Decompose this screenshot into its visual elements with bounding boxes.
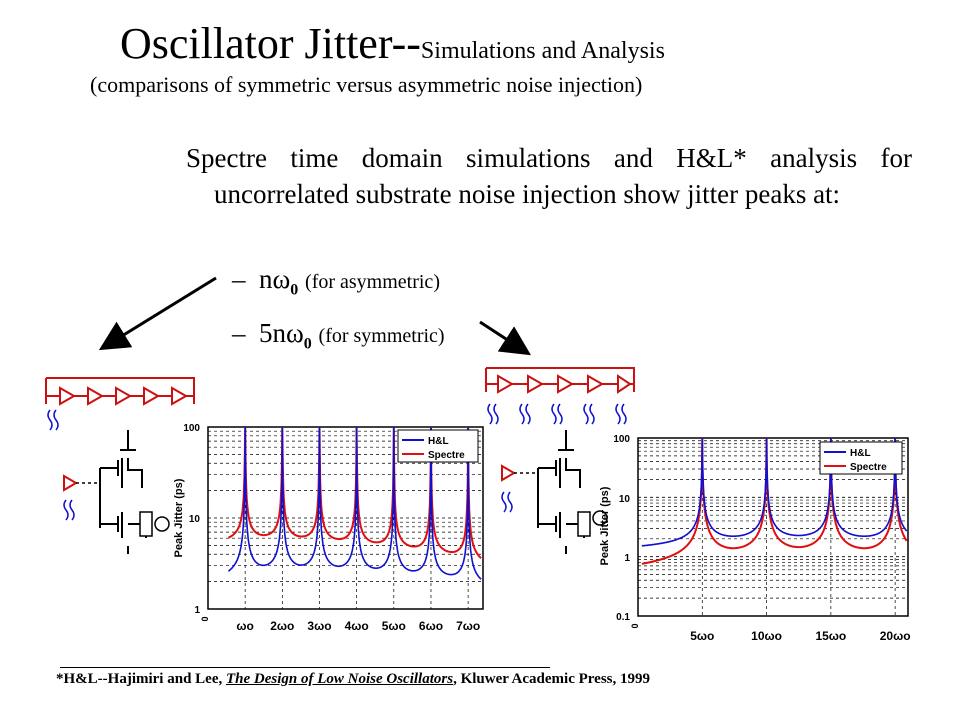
x-tick-label: ωo [236,619,253,633]
bullet-dash: – [232,264,246,294]
bullet-term: 5nω [259,318,304,348]
inverter-chain [486,374,634,394]
arrow-left [98,276,217,351]
noise-sources-icon [487,403,627,425]
series-spectre [641,437,908,565]
bullet-dash: – [232,318,246,348]
inverter-chain [46,386,194,406]
x-tick-label: 5ωo [382,619,406,633]
y-tick-label: 10 [189,514,201,525]
transistor-schematic-left [63,430,170,554]
body-paragraph: Spectre time domain simulations and H&L*… [186,143,912,209]
bullet-subscript: 0 [303,335,312,353]
plot-frame [207,426,484,610]
footnote-authors: *H&L--Hajimiri and Lee, [56,671,226,687]
legend-label-hl: H&L [850,448,871,459]
ring-oscillator-asymmetric [45,377,195,431]
legend-label-spectre: Spectre [850,462,887,473]
series-hl [228,426,482,580]
x-tick-label: 5ωo [690,629,714,643]
y-axis-label: Peak Jitter (ps) [599,486,611,565]
footnote-publisher: , Kluwer Academic Press, 1999 [453,671,650,687]
bullet-asymmetric: – nω0 (for asymmetric) [232,264,440,299]
y-tick-label: 100 [613,434,630,445]
title-suffix: Simulations and Analysis [420,38,665,64]
x-tick-labels: 5ωo 10ωo 15ωo 20ωo [690,629,910,643]
page-subtitle: (comparisons of symmetric versus asymmet… [90,72,643,97]
bullet-symmetric: – 5nω0 (for symmetric) [232,318,445,353]
series-spectre [227,426,482,559]
x-tick-label: 7ωo [456,619,480,633]
footnote-rule [60,667,550,668]
transistor-schematic-right [501,430,608,554]
chart-legend: H&L Spectre [819,441,903,475]
plot-frame [637,437,909,617]
footnote: *H&L--Hajimiri and Lee, The Design of Lo… [56,671,650,688]
y-axis-label: Peak Jitter (ps) [173,478,185,557]
x-tick-label: 3ωo [307,619,331,633]
x-tick-zero: 0 [200,616,210,621]
legend-label-hl: H&L [428,436,449,447]
x-tick-label: 2ωo [270,619,294,633]
page-title: Oscillator Jitter--Simulations and Analy… [120,18,665,69]
y-tick-label: 1 [194,605,200,616]
chart-legend: H&L Spectre [397,429,479,463]
title-main: Oscillator Jitter-- [120,19,421,68]
x-tick-zero: 0 [630,623,640,628]
ring-oscillator-symmetric [485,367,635,425]
y-tick-label: 100 [183,423,200,434]
x-tick-label: 4ωo [345,619,369,633]
bullet-note: (for symmetric) [318,325,445,347]
chart-symmetric: Peak Jitter (ps) 0.1 1 10 100 0 5ωo 10ωo 1… [599,434,911,643]
x-tick-label: 15ωo [815,629,846,643]
arrow-right [479,320,532,356]
y-tick-label: 1 [624,553,630,564]
y-tick-label: 10 [619,494,631,505]
noise-source-icon [47,409,59,431]
y-tick-label: 0.1 [616,612,630,623]
x-tick-labels: ωo 2ωo 3ωo 4ωo 5ωo 6ωo 7ωo [236,619,480,633]
bullet-note: (for asymmetric) [305,271,440,293]
series-hl [641,437,908,547]
bullet-term: nω [259,264,291,294]
x-tick-label: 10ωo [751,629,782,643]
chart-asymmetric: Peak Jitter (ps) 1 10 100 0 ωo 2ωo 3ωo 4ωo 5… [173,423,484,633]
bullet-subscript: 0 [290,281,299,299]
footnote-book-title: The Design of Low Noise Oscillators [225,671,454,687]
x-tick-label: 20ωo [880,629,911,643]
legend-label-spectre: Spectre [428,450,465,461]
x-tick-label: 6ωo [419,619,443,633]
